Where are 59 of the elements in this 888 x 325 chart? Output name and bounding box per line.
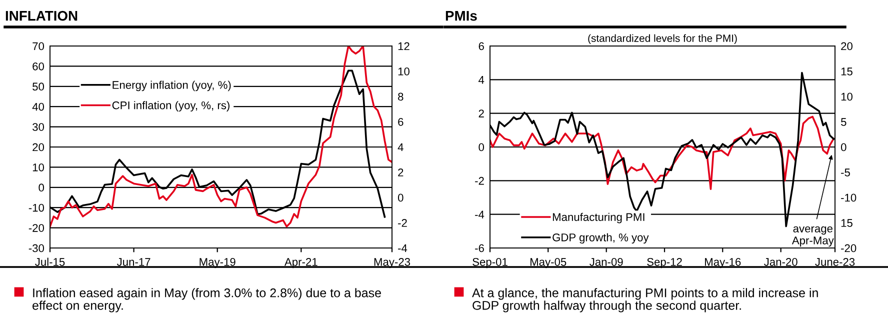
y2-tick-label: 0	[398, 194, 404, 202]
y2-tick-label: 4	[398, 143, 404, 152]
x-tick-label: May-05	[530, 258, 566, 268]
y-tick-label: -30	[28, 244, 44, 252]
y-tick-label: 2	[478, 110, 484, 118]
x-tick-label: Sep-12	[647, 258, 682, 268]
y-tick-label: 20	[32, 143, 44, 152]
text: At a glance, the manufacturing PMI points to a mild increase in GDP growth halfway through the second quarter.	[472, 288, 818, 312]
legend-label: CPI inflation (yoy, %, rs)	[112, 101, 230, 112]
text: Inflation eased again in May (from 3.0% to 2.8%) due to a base effect on energy.	[32, 288, 381, 312]
y2-tick-label: 10	[841, 92, 852, 101]
x-tick-label: May-23	[374, 258, 410, 268]
chart-title: PMIs	[446, 11, 477, 21]
y-tick-label: 40	[32, 102, 44, 111]
x-tick-label: May-19	[200, 258, 236, 268]
y2-tick-label: 15	[841, 68, 852, 76]
y2-tick-label: 15	[841, 219, 852, 227]
y2-tick-label: 20	[841, 42, 852, 50]
x-tick-label: Jan-09	[590, 258, 623, 266]
y2-tick-label: 6	[398, 118, 404, 126]
x-tick-label: Jul-15	[35, 258, 65, 266]
y-tick-label: -4	[475, 210, 484, 218]
y2-tick-label: 8	[398, 92, 404, 101]
y-tick-label: 4	[478, 76, 484, 84]
y-tick-label: 70	[32, 42, 44, 50]
y2-tick-label: 10	[398, 68, 410, 76]
chart-title: INFLATION	[6, 10, 78, 21]
y-tick-label: 0	[38, 184, 44, 192]
y-tick-label: 6	[478, 42, 484, 50]
x-tick-label: June-23	[815, 258, 855, 266]
y-tick-label: -20	[28, 224, 44, 232]
y2-tick-label: -2	[398, 219, 407, 227]
y-tick-label: 30	[32, 123, 44, 131]
y-tick-label: -2	[475, 176, 484, 185]
y2-tick-label: 12	[398, 42, 410, 50]
line-series	[490, 116, 835, 190]
y2-tick-label: -20	[841, 244, 856, 252]
x-tick-label: Apr-21	[284, 258, 318, 268]
y2-tick-label: -10	[841, 194, 856, 202]
legend-label: Manufacturing PMI	[552, 212, 644, 224]
y2-tick-label: 0	[840, 143, 846, 152]
y-tick-label: 10	[32, 163, 44, 172]
y-tick-label: -6	[475, 244, 484, 252]
x-tick-label: Sep-01	[472, 258, 508, 268]
annotation: average Apr-May	[792, 226, 834, 247]
y2-tick-label: -5	[841, 168, 850, 176]
y-tick-label: 60	[32, 62, 44, 70]
x-tick-label: May-16	[705, 258, 741, 268]
x-tick-label: Jan-20	[764, 258, 798, 266]
y-tick-label: -10	[28, 204, 44, 212]
legend-label: GDP growth, % yoy	[552, 233, 649, 244]
y2-tick-label: -4	[398, 244, 408, 252]
y2-tick-label: 2	[398, 168, 404, 176]
y2-tick-label: 5	[841, 118, 846, 126]
x-tick-label: Jun-17	[116, 258, 150, 266]
chart-subtitle: (standardized levels for the PMI)	[588, 34, 737, 44]
y-tick-label: 50	[32, 82, 44, 91]
legend-label: Energy inflation (yoy, %)	[112, 80, 231, 92]
y-tick-label: 0	[478, 143, 484, 152]
